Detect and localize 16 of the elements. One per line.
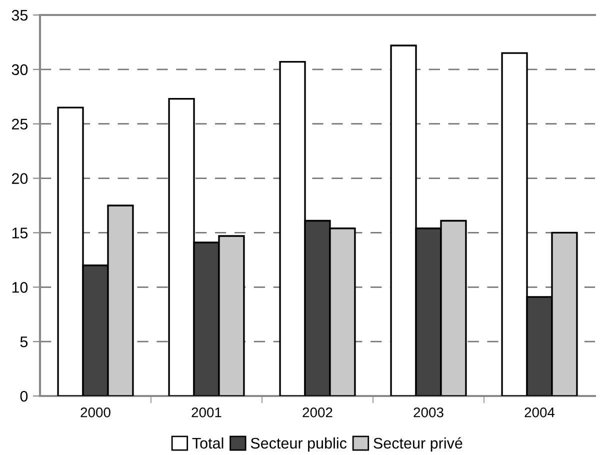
x-tick-label: 2001 [192,407,222,418]
x-tick-label: 2004 [524,407,555,418]
y-tick-label: 35 [12,10,28,21]
y-tick-label: 30 [12,64,28,76]
x-tick-label: 2002 [302,407,332,418]
y-tick-label: 5 [20,336,28,348]
x-tick-label: 2000 [80,407,110,418]
y-tick-label: 25 [12,118,28,130]
y-tick-label: 15 [12,228,28,238]
y-tick-label: 20 [12,173,28,184]
x-tick-label: 2003 [414,407,444,418]
legend-label: Secteur privé [374,437,462,452]
legend-label: Secteur public [250,437,347,452]
legend-label: Total [192,437,224,449]
y-tick-label: 0 [20,390,28,402]
y-tick-label: 10 [12,282,28,293]
